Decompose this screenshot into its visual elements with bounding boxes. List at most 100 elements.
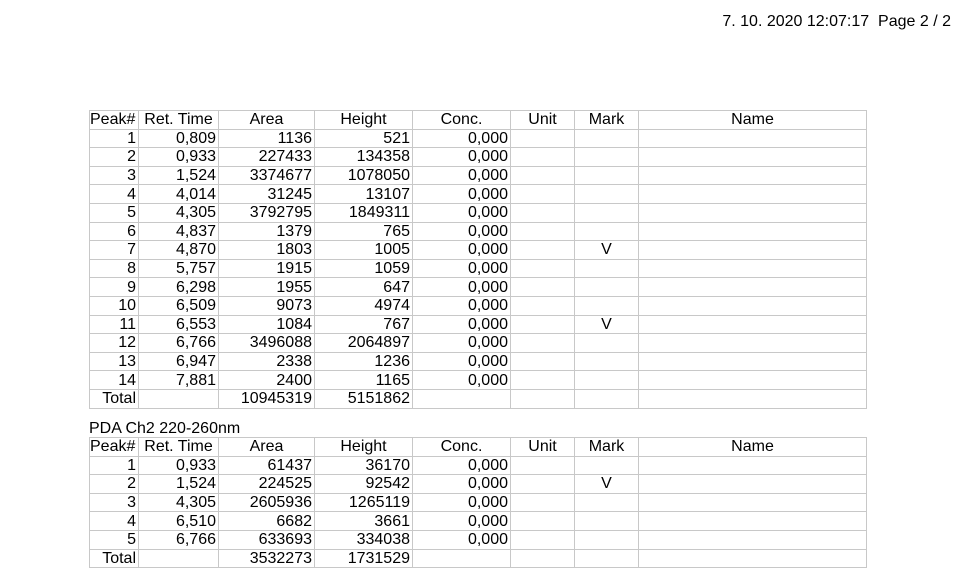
table-cell: 0,000 <box>412 202 511 223</box>
table-cell <box>638 165 867 186</box>
table-cell <box>510 165 575 186</box>
table-cell: 1,524 <box>138 474 219 494</box>
table-cell: 0,933 <box>138 147 219 167</box>
table-cell: V <box>574 314 639 335</box>
column-header: Height <box>314 110 413 130</box>
table-cell: 334038 <box>314 529 413 550</box>
table-cell: 8 <box>89 258 139 279</box>
table-cell: 13 <box>89 351 139 372</box>
table-row: 4 4,014 31245 13107 0,000 <box>89 184 867 204</box>
column-header: Conc. <box>412 437 511 457</box>
table-cell <box>510 492 575 513</box>
table-cell <box>510 128 575 149</box>
table-cell: 0,000 <box>412 492 511 513</box>
table-row: 2 0,933 227433 134358 0,000 <box>89 147 867 167</box>
table-cell <box>574 333 639 353</box>
table-cell: 1084 <box>218 314 315 335</box>
table-cell: 36170 <box>314 455 413 476</box>
table-cell <box>510 333 575 353</box>
table-cell <box>638 258 867 279</box>
table-row: 10 6,509 9073 4974 0,000 <box>89 295 867 316</box>
column-header: Name <box>638 110 867 130</box>
column-header: Mark <box>574 437 639 457</box>
table-cell: 14 <box>89 370 139 390</box>
table-cell: Total <box>89 548 139 569</box>
table-cell: 1955 <box>218 277 315 297</box>
table-cell <box>510 184 575 204</box>
table-cell <box>510 351 575 372</box>
column-header: Peak# <box>89 110 139 130</box>
table-cell: 4,014 <box>138 184 219 204</box>
print-timestamp: 7. 10. 2020 12:07:17 <box>722 13 870 30</box>
table-cell <box>574 277 639 297</box>
table-cell: 0,000 <box>412 258 511 279</box>
table-cell: 1915 <box>218 258 315 279</box>
table-cell: 1,524 <box>138 165 219 186</box>
table-cell: 6,766 <box>138 333 219 353</box>
peak-table-1: Peak# Ret. Time Area Height Conc. Unit Mark Nam… <box>89 110 867 409</box>
table-cell: 0,000 <box>412 147 511 167</box>
table-cell: 10 <box>89 295 139 316</box>
table-cell: 2605936 <box>218 492 315 513</box>
table-cell: 3374677 <box>218 165 315 186</box>
channel-title: PDA Ch2 220-260nm <box>89 420 241 437</box>
table-cell: 6 <box>89 221 139 242</box>
table-cell <box>510 370 575 390</box>
table-row: 12 6,766 3496088 2064897 0,000 <box>89 333 867 353</box>
table-row: 5 4,305 3792795 1849311 0,000 <box>89 202 867 223</box>
table-cell <box>574 351 639 372</box>
table-cell: 1 <box>89 128 139 149</box>
table-cell <box>638 295 867 316</box>
table-cell <box>638 314 867 335</box>
column-header: Height <box>314 437 413 457</box>
table-cell: 1059 <box>314 258 413 279</box>
table-cell <box>574 388 639 409</box>
table-cell <box>574 492 639 513</box>
header-row: Peak# Ret. Time Area Height Conc. Unit Mark Nam… <box>89 437 867 457</box>
column-header: Area <box>218 110 315 130</box>
table-cell <box>510 511 575 531</box>
table-cell: 6,947 <box>138 351 219 372</box>
table-cell <box>638 147 867 167</box>
table-row: 1 0,933 61437 36170 0,000 <box>89 455 867 476</box>
table-row: 9 6,298 1955 647 0,000 <box>89 277 867 297</box>
column-header: Name <box>638 437 867 457</box>
table-cell: 3661 <box>314 511 413 531</box>
table-cell: 1379 <box>218 221 315 242</box>
table-cell: 61437 <box>218 455 315 476</box>
table-cell: 2400 <box>218 370 315 390</box>
table-cell <box>574 221 639 242</box>
table-cell: V <box>574 474 639 494</box>
table-cell: 5,757 <box>138 258 219 279</box>
table-cell <box>574 202 639 223</box>
column-header: Area <box>218 437 315 457</box>
table-cell: 521 <box>314 128 413 149</box>
table-row: 14 7,881 2400 1165 0,000 <box>89 370 867 390</box>
table-cell: 4974 <box>314 295 413 316</box>
table-cell: 0,000 <box>412 165 511 186</box>
table-cell <box>510 295 575 316</box>
page-number: Page 2 / 2 <box>878 13 951 30</box>
table-cell: 227433 <box>218 147 315 167</box>
table-cell <box>638 351 867 372</box>
table-cell <box>574 370 639 390</box>
table-cell: 13107 <box>314 184 413 204</box>
table-cell: 3532273 <box>218 548 315 569</box>
page-header: 7. 10. 2020 12:07:17 Page 2 / 2 <box>722 13 951 31</box>
table-cell: 2064897 <box>314 333 413 353</box>
table-cell: 4,305 <box>138 202 219 223</box>
table-cell <box>638 548 867 569</box>
table-cell <box>638 277 867 297</box>
table-cell <box>574 258 639 279</box>
table-cell <box>510 474 575 494</box>
table-cell: 1005 <box>314 240 413 260</box>
table-cell <box>574 165 639 186</box>
table-cell: 1078050 <box>314 165 413 186</box>
table-cell: 5151862 <box>314 388 413 409</box>
table-cell: 1 <box>89 455 139 476</box>
table-cell: 6,766 <box>138 529 219 550</box>
table-cell <box>638 240 867 260</box>
table-cell: 1731529 <box>314 548 413 569</box>
table-cell: 0,000 <box>412 370 511 390</box>
table-cell <box>574 295 639 316</box>
